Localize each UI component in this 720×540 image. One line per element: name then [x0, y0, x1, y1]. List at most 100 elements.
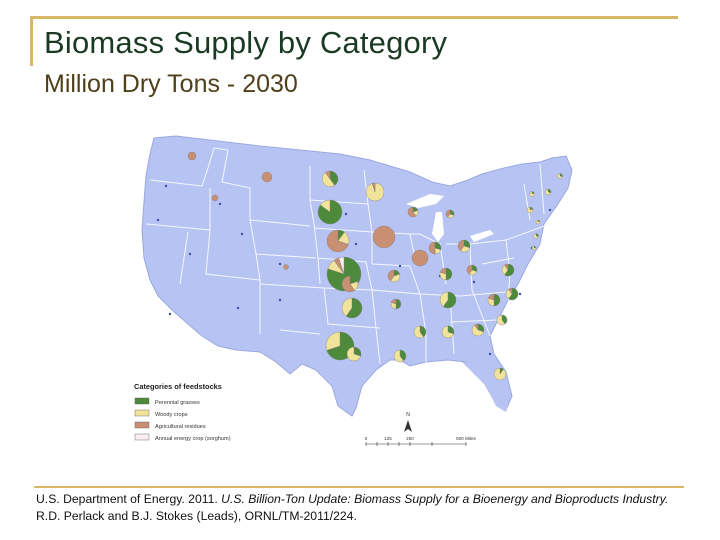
region-pie-chart	[439, 267, 453, 281]
pie-slice	[371, 182, 376, 193]
region-pie-chart	[557, 173, 563, 179]
lake-erie	[470, 230, 494, 242]
legend-swatch	[134, 409, 150, 417]
map-legend: Categories of feedstocks Perennial grass…	[134, 382, 231, 442]
region-pie-chart	[387, 269, 401, 283]
region-pie-chart	[390, 298, 402, 310]
legend-swatch	[134, 397, 150, 405]
scale-tick-250: 250	[406, 436, 414, 441]
pie-slice	[345, 297, 363, 319]
pie-slice	[346, 346, 361, 362]
region-pie-chart	[326, 229, 350, 253]
legend-label: Woody crops	[155, 412, 188, 418]
legend-title: Categories of feedstocks	[134, 382, 222, 391]
citation-report-title: U.S. Billion-Ton Update: Biomass Supply …	[221, 492, 669, 506]
lake-superior	[406, 194, 444, 208]
pie-slice	[326, 229, 349, 253]
map-svg: Categories of feedstocks Perennial grass…	[134, 135, 573, 446]
legend-item-woody-crops: Woody crops	[134, 409, 188, 418]
pie-slice	[187, 151, 197, 161]
north-arrow-icon	[404, 420, 412, 432]
region-pie-chart	[466, 264, 478, 276]
region-pie-chart	[211, 194, 219, 202]
region-pie-chart	[372, 225, 396, 249]
pie-slice	[471, 324, 484, 337]
pie-slice	[372, 225, 396, 249]
pie-slice	[557, 173, 563, 179]
citation-authors: R.D. Perlack and B.J. Stokes (Leads), OR…	[36, 509, 357, 523]
us-biomass-map: Categories of feedstocks Perennial grass…	[110, 124, 600, 464]
pie-slice	[395, 298, 402, 310]
pie-slice	[387, 269, 395, 282]
legend-item-perennial-grasses: Perennial grasses	[134, 397, 200, 406]
region-pie-chart	[428, 241, 442, 255]
pie-slice	[493, 293, 501, 307]
legend-swatch	[134, 433, 150, 441]
pie-slice	[445, 209, 451, 218]
north-arrow: N	[404, 412, 412, 432]
pie-slice	[261, 171, 273, 183]
pie-slice	[329, 170, 339, 186]
pie-slice	[443, 291, 457, 309]
region-pie-chart	[407, 206, 419, 218]
pie-slice	[488, 293, 495, 301]
region-pie-chart	[505, 287, 519, 301]
pie-slice	[496, 314, 506, 326]
region-pie-chart	[439, 291, 457, 309]
region-pie-chart	[346, 346, 362, 362]
pie-slice	[325, 170, 331, 180]
pie-slice	[493, 367, 507, 381]
pie-slice	[533, 233, 539, 239]
region-pie-chart	[471, 323, 485, 337]
scale-tick-0: 0	[365, 436, 368, 441]
legend-label: Annual energy crop (sorghum)	[155, 436, 231, 442]
region-pie-chart	[493, 367, 507, 381]
pie-slice	[526, 206, 534, 214]
pie-slice	[440, 267, 447, 275]
region-pie-chart	[341, 275, 359, 293]
pie-slice	[535, 219, 541, 225]
pie-slice	[457, 239, 465, 252]
capital-dots	[156, 184, 552, 356]
region-pie-chart	[445, 209, 455, 219]
region-pie-chart	[413, 325, 427, 339]
region-pie-chart	[533, 233, 539, 239]
scale-line	[365, 442, 467, 446]
pie-slice	[529, 191, 535, 197]
pie-slice	[411, 249, 429, 267]
region-pie-chart	[487, 293, 501, 307]
pie-slice	[393, 349, 404, 363]
pie-slice	[466, 264, 473, 275]
region-pie-chart	[529, 191, 535, 197]
region-pie-chart	[411, 249, 429, 267]
legend-label: Agricultural residues	[155, 424, 206, 430]
pie-chart-layer	[187, 151, 563, 381]
pie-slice	[531, 245, 537, 251]
scale-tick-500: 500 Miles	[456, 436, 476, 441]
pie-slice	[445, 267, 453, 281]
region-pie-chart	[535, 219, 541, 225]
pie-slice	[341, 275, 355, 293]
region-pie-chart	[187, 151, 197, 161]
legend-item-annual-energy-crop: Annual energy crop (sorghum)	[134, 433, 231, 442]
pie-slice	[322, 172, 335, 188]
pie-slice	[439, 291, 449, 307]
footer-rule	[34, 486, 684, 488]
pie-slice	[407, 206, 417, 218]
pie-slice	[338, 256, 345, 275]
pie-slice	[341, 297, 353, 317]
legend-swatch	[134, 421, 150, 429]
pie-slice	[441, 325, 454, 339]
region-pie-chart	[501, 263, 515, 277]
region-pie-chart	[365, 182, 385, 202]
slide-subtitle: Million Dry Tons - 2030	[44, 70, 298, 98]
region-pie-chart	[393, 349, 407, 363]
pie-slice	[474, 323, 479, 331]
pie-slice	[428, 241, 436, 255]
pie-slice	[211, 194, 219, 202]
lake-michigan	[432, 212, 444, 242]
pie-slice	[504, 263, 515, 277]
region-pie-chart	[496, 314, 508, 326]
pie-slice	[544, 188, 552, 196]
pie-slice	[283, 264, 289, 270]
